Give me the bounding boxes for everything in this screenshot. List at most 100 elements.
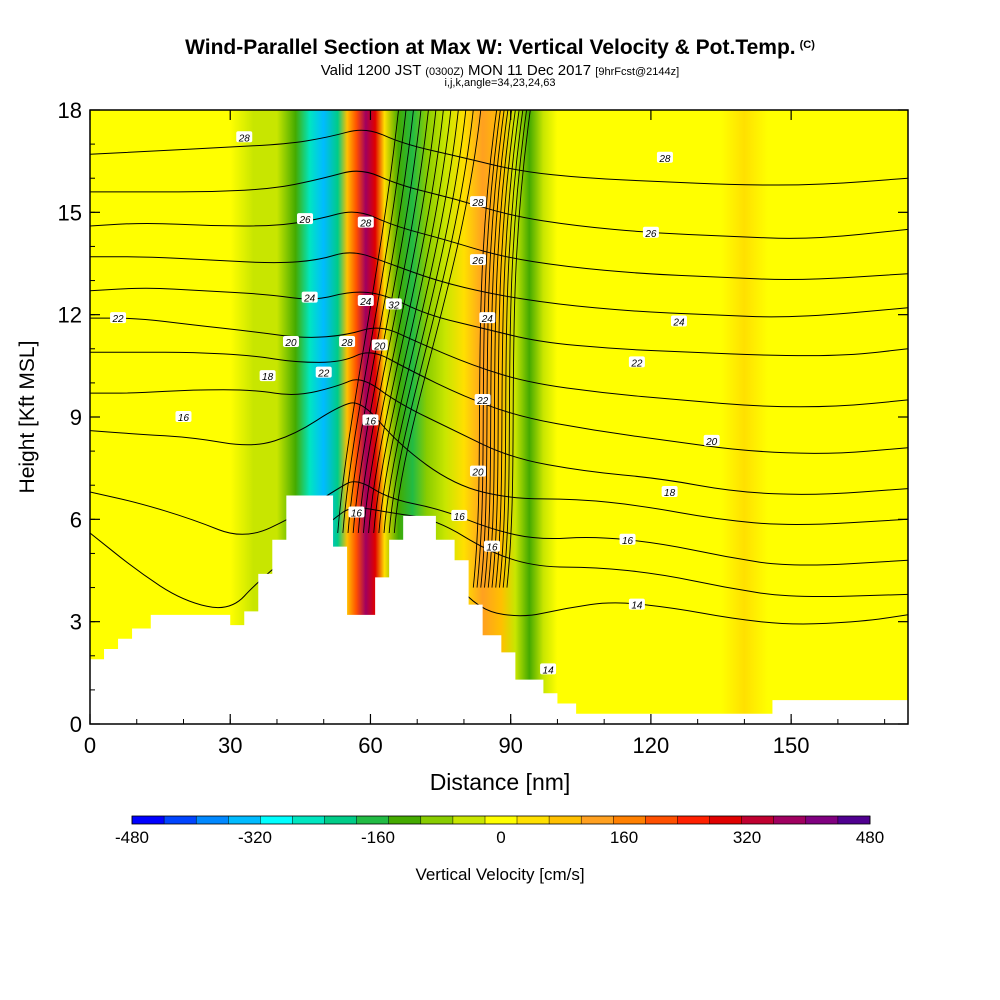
isentrope-18 (90, 379, 908, 495)
isentrope-14 (426, 542, 908, 625)
contour-label: 22 (110, 312, 127, 325)
contour-label: 28 (656, 151, 673, 165)
chart-indices: i,j,k,angle=34,23,24,63 (444, 77, 556, 89)
lee-contour (368, 110, 444, 534)
x-tick-label: 0 (84, 733, 96, 758)
isentrope-26 (90, 211, 908, 280)
svg-text:28: 28 (658, 154, 671, 165)
svg-text:16: 16 (365, 416, 377, 427)
wave-contour (499, 110, 524, 588)
colorbar-swatch (388, 816, 422, 824)
colorbar-tick-label: 480 (856, 828, 884, 847)
colorbar-swatch (228, 816, 261, 824)
colorbar-swatch (581, 816, 614, 824)
svg-text:18: 18 (262, 372, 274, 383)
svg-text:22: 22 (111, 314, 124, 325)
contour-label: 24 (670, 315, 687, 328)
x-tick-label: 150 (773, 733, 810, 758)
svg-text:18: 18 (664, 488, 676, 499)
colorbar-swatch (420, 816, 454, 824)
isentrope-28 (90, 129, 908, 186)
y-tick-label: 18 (58, 98, 82, 123)
isentrope-27 (90, 170, 908, 239)
colorbar-swatch (517, 816, 550, 824)
colorbar-tick-label: 320 (733, 828, 761, 847)
contour-label: 16 (175, 411, 192, 424)
colorbar-swatch (741, 816, 775, 824)
svg-text:16: 16 (178, 413, 190, 424)
contour-label: 28 (339, 335, 356, 349)
contour-label: 22 (628, 356, 645, 369)
svg-text:16: 16 (454, 512, 466, 523)
contour-label: 16 (451, 509, 468, 523)
wave-contour (491, 110, 516, 588)
wave-contour (502, 110, 528, 588)
axes: 0 30 60 90 120 150 0 3 6 9 12 15 18 (58, 98, 908, 758)
y-tick-label: 6 (70, 507, 82, 532)
contour-label: 20 (282, 335, 299, 349)
svg-text:22: 22 (317, 369, 330, 380)
x-tick-label: 30 (218, 733, 242, 758)
svg-text:28: 28 (471, 198, 484, 209)
contour-label: 18 (259, 370, 276, 383)
contour-labels: 28 26 24 20 18 16 22 22 28 28 24 32 20 16 16 28 26 24 22 20… (110, 131, 720, 676)
contour-label: 16 (483, 540, 500, 554)
contour-label: 20 (469, 465, 486, 479)
contour-label: 32 (385, 298, 402, 311)
contour-label: 26 (297, 213, 314, 226)
y-axis-label: Height [Kft MSL] (16, 341, 39, 494)
svg-text:28: 28 (359, 219, 372, 230)
y-tick-label: 15 (58, 200, 82, 225)
svg-text:28: 28 (341, 338, 354, 349)
chart-subtitle: Valid 1200 JST (0300Z) MON 11 Dec 2017 [… (320, 62, 680, 79)
svg-text:14: 14 (543, 665, 555, 676)
y-tick-label: 3 (70, 610, 82, 635)
colorbar-swatch (645, 816, 678, 824)
x-tick-label: 120 (633, 733, 670, 758)
isentrope-22 (90, 317, 908, 408)
svg-text:24: 24 (303, 294, 316, 305)
svg-text:20: 20 (471, 468, 484, 479)
svg-text:20: 20 (705, 437, 718, 448)
colorbar-swatch (164, 816, 197, 824)
colorbar-label: Vertical Velocity [cm/s] (415, 865, 584, 884)
colorbar-swatch (837, 816, 871, 824)
contour-label: 16 (348, 506, 365, 520)
lee-contour (388, 110, 474, 534)
contour-label: 14 (540, 663, 557, 676)
isentrope-25 (90, 252, 908, 318)
terrain-mask (90, 495, 908, 724)
contour-label: 14 (628, 598, 645, 612)
isentrope-16 (90, 481, 908, 566)
contour-label: 18 (661, 486, 678, 499)
isentrope-20 (90, 351, 908, 454)
x-axis-label: Distance [nm] (430, 769, 571, 795)
colorbar-tick-label: -320 (238, 828, 272, 847)
contour-label: 24 (301, 291, 318, 305)
svg-text:26: 26 (471, 256, 484, 267)
contour-label: 26 (469, 254, 486, 267)
lee-contour (357, 110, 429, 534)
contour-label: 24 (479, 312, 496, 325)
svg-text:26: 26 (644, 229, 657, 240)
potential-temperature-contours (90, 110, 908, 625)
colorbar: -480 -320 -160 0 160 320 480 (115, 815, 884, 847)
terrain (90, 495, 908, 724)
y-tick-label: 9 (70, 405, 82, 430)
wave-contour (495, 110, 520, 588)
wave-contour (472, 110, 498, 588)
wave-contour (480, 110, 505, 588)
colorbar-swatch (709, 816, 742, 824)
svg-text:16: 16 (622, 536, 634, 547)
svg-text:24: 24 (359, 297, 372, 308)
colorbar-tick-label: -480 (115, 828, 149, 847)
lee-contour (337, 110, 399, 534)
contour-label: 28 (469, 196, 486, 209)
isentrope-16.5 (90, 402, 908, 525)
colorbar-swatch (805, 816, 839, 824)
lee-contour (383, 110, 467, 534)
contour-label: 16 (362, 414, 379, 427)
wave-contour (487, 110, 513, 588)
wave-contour (476, 110, 501, 588)
